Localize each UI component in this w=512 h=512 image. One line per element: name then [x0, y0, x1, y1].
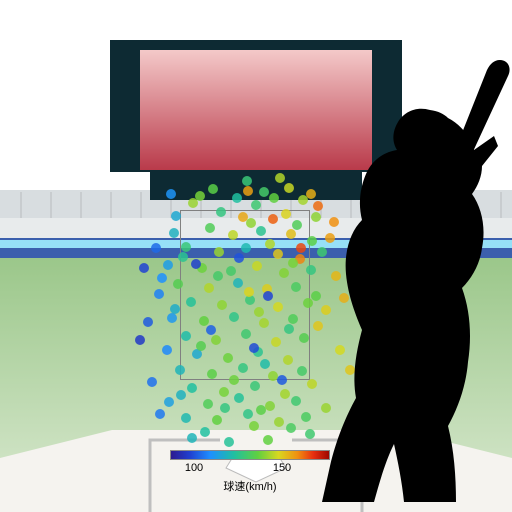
colorbar-tick: 100 [185, 462, 203, 474]
pitch-location-chart: 100 150 球速(km/h) [0, 0, 512, 512]
colorbar-label: 球速(km/h) [170, 478, 330, 494]
colorbar-gradient [170, 450, 330, 460]
colorbar-ticks: 100 150 [170, 462, 330, 476]
colorbar: 100 150 球速(km/h) [170, 450, 330, 494]
batter-silhouette [0, 0, 512, 512]
colorbar-tick: 150 [273, 462, 291, 474]
